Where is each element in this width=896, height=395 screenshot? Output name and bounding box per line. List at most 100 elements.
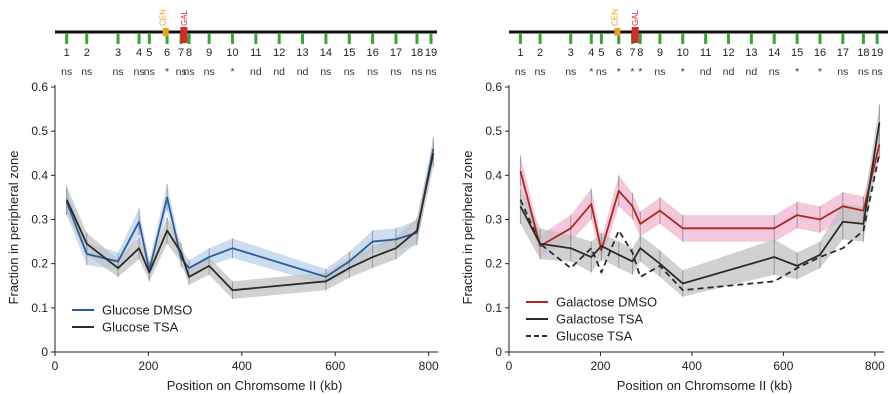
significance-label: * bbox=[165, 66, 169, 78]
x-tick-label: 400 bbox=[682, 359, 702, 373]
locus-label: 3 bbox=[115, 47, 121, 59]
locus-label: 16 bbox=[366, 47, 378, 59]
series-line bbox=[519, 153, 881, 292]
significance-label: * bbox=[795, 66, 799, 78]
y-tick-label: 0 bbox=[41, 345, 48, 359]
significance-label: * bbox=[630, 66, 634, 78]
locus-label: 19 bbox=[871, 47, 883, 59]
y-tick-label: 0.2 bbox=[485, 257, 502, 271]
significance-label: * bbox=[818, 66, 822, 78]
x-tick-label: 600 bbox=[773, 359, 793, 373]
gal-locus-marker bbox=[631, 27, 639, 43]
significance-label: ns bbox=[144, 66, 155, 78]
y-tick-label: 0.2 bbox=[31, 257, 48, 271]
legend-label: Glucose TSA bbox=[556, 329, 633, 344]
x-tick-label: 600 bbox=[325, 359, 345, 373]
significance-label: nd bbox=[250, 66, 262, 78]
locus-label: 8 bbox=[186, 47, 192, 59]
centromere-marker bbox=[162, 28, 169, 36]
significance-label: nd bbox=[746, 66, 758, 78]
series-line bbox=[519, 144, 881, 252]
x-tick-label: 200 bbox=[590, 359, 610, 373]
significance-label: ns bbox=[654, 66, 665, 78]
error-band bbox=[66, 137, 434, 285]
significance-label: ns bbox=[390, 66, 401, 78]
series-line bbox=[65, 148, 435, 278]
significance-label: nd bbox=[723, 66, 735, 78]
y-axis-title: Fraction in peripheral zone bbox=[460, 151, 475, 305]
locus-label: 9 bbox=[657, 47, 663, 59]
y-axis-title: Fraction in peripheral zone bbox=[6, 151, 21, 305]
y-tick-label: 0.3 bbox=[31, 213, 48, 227]
locus-label: 5 bbox=[146, 47, 152, 59]
legend-label: Glucose DMSO bbox=[102, 303, 192, 318]
y-tick-label: 0.6 bbox=[31, 80, 48, 94]
significance-label: ns bbox=[515, 66, 526, 78]
y-tick-label: 0.4 bbox=[485, 168, 502, 182]
y-tick-label: 0.1 bbox=[31, 301, 48, 315]
locus-label: 13 bbox=[745, 47, 757, 59]
error-band bbox=[66, 140, 434, 299]
locus-label: 13 bbox=[296, 47, 308, 59]
locus-label: 19 bbox=[425, 47, 437, 59]
locus-label: 1 bbox=[517, 47, 523, 59]
panel-right: 1ns2ns3ns4*5ns6*7*8*9ns10*11nd12nd13nd14… bbox=[460, 9, 888, 393]
locus-label: 6 bbox=[616, 47, 622, 59]
locus-label: 9 bbox=[206, 47, 212, 59]
centromere-label: CEN bbox=[159, 9, 168, 26]
locus-label: 11 bbox=[700, 47, 711, 59]
centromere-marker bbox=[614, 28, 621, 36]
locus-label: 5 bbox=[598, 47, 604, 59]
locus-label: 7 bbox=[178, 47, 184, 59]
significance-label: ns bbox=[176, 66, 187, 78]
locus-label: 2 bbox=[537, 47, 543, 59]
significance-label: ns bbox=[61, 66, 72, 78]
significance-label: ns bbox=[596, 66, 607, 78]
significance-label: ns bbox=[81, 66, 92, 78]
gal-locus-marker bbox=[180, 27, 188, 43]
y-tick-label: 0.6 bbox=[485, 80, 502, 94]
panel-left: 1ns2ns3ns4ns5ns6*7ns8ns9ns10*11nd12nd13n… bbox=[6, 9, 439, 393]
significance-label: ns bbox=[367, 66, 378, 78]
significance-label: ns bbox=[184, 66, 195, 78]
significance-label: ns bbox=[769, 66, 780, 78]
gal-locus-label: GAL bbox=[631, 9, 640, 26]
error-band bbox=[520, 131, 880, 262]
locus-label: 7 bbox=[629, 47, 635, 59]
centromere-label: CEN bbox=[610, 9, 619, 26]
series-line bbox=[65, 153, 435, 292]
y-tick-label: 0.3 bbox=[485, 213, 502, 227]
significance-label: ns bbox=[344, 66, 355, 78]
x-tick-label: 800 bbox=[865, 359, 885, 373]
locus-label: 12 bbox=[722, 47, 734, 59]
x-tick-label: 200 bbox=[138, 359, 158, 373]
significance-label: ns bbox=[320, 66, 331, 78]
legend-label: Galactose TSA bbox=[556, 312, 644, 327]
significance-label: ns bbox=[113, 66, 124, 78]
locus-label: 17 bbox=[390, 47, 402, 59]
y-tick-label: 0 bbox=[495, 345, 502, 359]
y-tick-label: 0.5 bbox=[31, 124, 48, 138]
significance-label: nd bbox=[700, 66, 712, 78]
locus-label: 17 bbox=[837, 47, 849, 59]
significance-label: * bbox=[681, 66, 685, 78]
significance-label: * bbox=[617, 66, 621, 78]
locus-label: 4 bbox=[588, 47, 594, 59]
significance-label: * bbox=[638, 66, 642, 78]
locus-label: 11 bbox=[250, 47, 261, 59]
legend-label: Galactose DMSO bbox=[556, 295, 657, 310]
locus-label: 4 bbox=[136, 47, 142, 59]
x-tick-label: 400 bbox=[232, 359, 252, 373]
locus-label: 8 bbox=[637, 47, 643, 59]
locus-label: 10 bbox=[677, 47, 689, 59]
legend-label: Glucose TSA bbox=[102, 320, 179, 335]
locus-label: 15 bbox=[791, 47, 803, 59]
significance-label: ns bbox=[858, 66, 869, 78]
significance-label: ns bbox=[425, 66, 436, 78]
locus-label: 3 bbox=[568, 47, 574, 59]
significance-label: * bbox=[589, 66, 593, 78]
locus-label: 6 bbox=[164, 47, 170, 59]
y-tick-label: 0.4 bbox=[31, 168, 48, 182]
gal-locus-label: GAL bbox=[180, 9, 189, 26]
